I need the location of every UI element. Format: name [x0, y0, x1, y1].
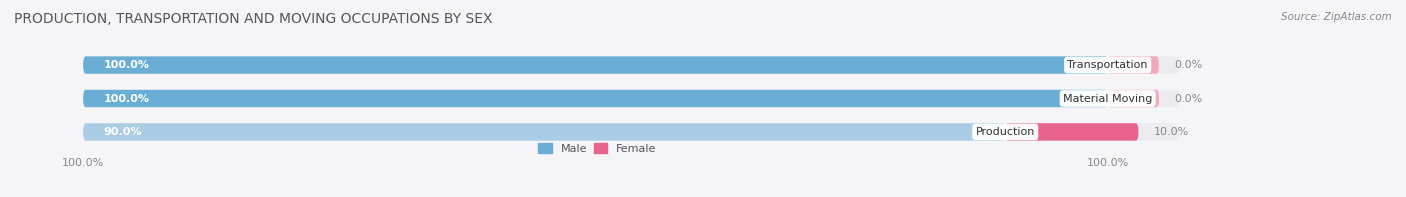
Text: 100.0%: 100.0%	[104, 60, 149, 70]
Text: Production: Production	[976, 127, 1035, 137]
FancyBboxPatch shape	[83, 56, 1108, 74]
FancyBboxPatch shape	[83, 90, 1108, 107]
Text: Material Moving: Material Moving	[1063, 94, 1153, 103]
FancyBboxPatch shape	[83, 123, 1005, 141]
FancyBboxPatch shape	[1108, 90, 1159, 107]
Text: 0.0%: 0.0%	[1174, 60, 1202, 70]
Text: 10.0%: 10.0%	[1154, 127, 1189, 137]
FancyBboxPatch shape	[83, 90, 1180, 107]
Text: Transportation: Transportation	[1067, 60, 1147, 70]
Text: Source: ZipAtlas.com: Source: ZipAtlas.com	[1281, 12, 1392, 22]
Text: 100.0%: 100.0%	[104, 94, 149, 103]
Text: 90.0%: 90.0%	[104, 127, 142, 137]
FancyBboxPatch shape	[83, 123, 1180, 141]
FancyBboxPatch shape	[83, 56, 1180, 74]
Legend: Male, Female: Male, Female	[538, 143, 657, 154]
Text: PRODUCTION, TRANSPORTATION AND MOVING OCCUPATIONS BY SEX: PRODUCTION, TRANSPORTATION AND MOVING OC…	[14, 12, 492, 26]
FancyBboxPatch shape	[1005, 123, 1139, 141]
Text: 0.0%: 0.0%	[1174, 94, 1202, 103]
FancyBboxPatch shape	[1108, 56, 1159, 74]
